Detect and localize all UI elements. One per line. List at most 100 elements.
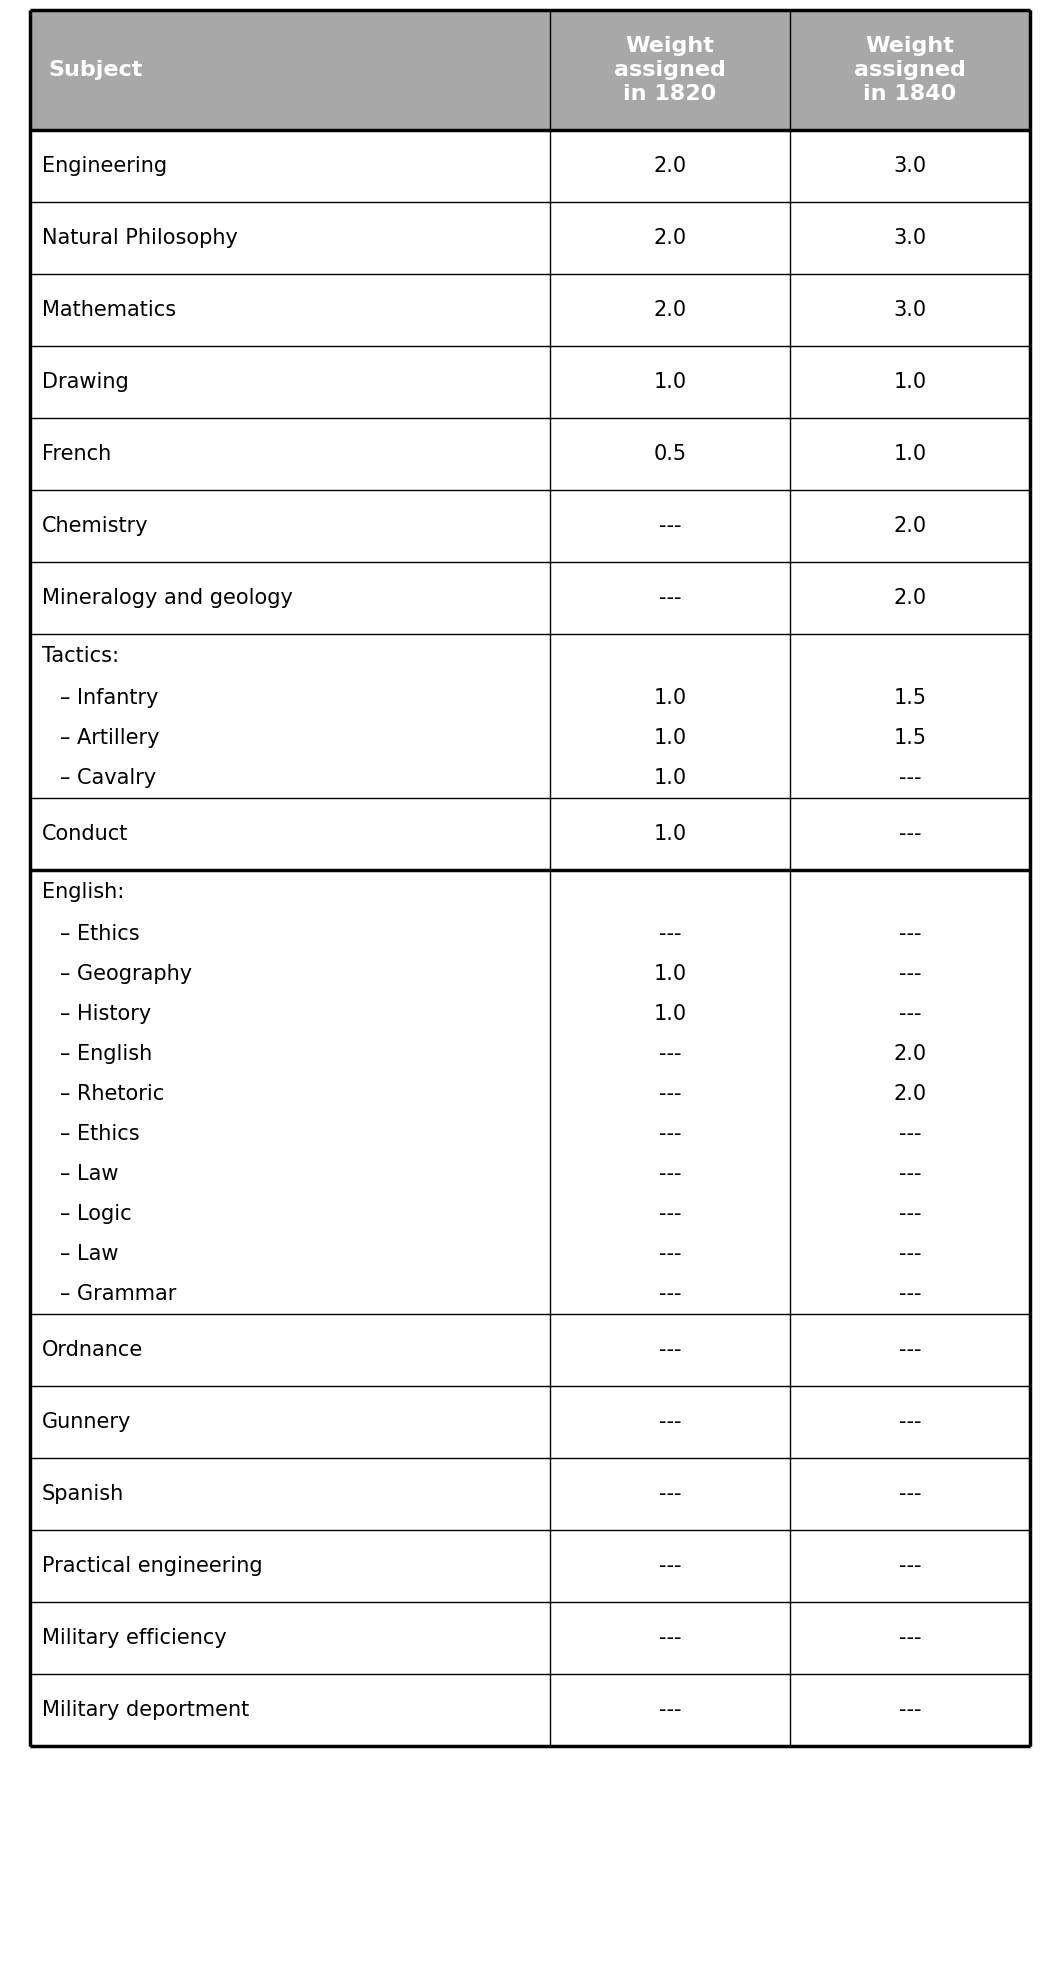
Bar bbox=[550, 635, 790, 798]
Text: ---: --- bbox=[658, 1555, 682, 1577]
Text: 2.0: 2.0 bbox=[894, 587, 926, 607]
Text: 1.0: 1.0 bbox=[653, 769, 687, 788]
Bar bbox=[30, 1673, 1030, 1746]
Text: ---: --- bbox=[899, 1701, 921, 1721]
Text: Ordnance: Ordnance bbox=[42, 1340, 143, 1360]
Text: 2.0: 2.0 bbox=[653, 229, 687, 248]
Text: – History: – History bbox=[60, 1003, 152, 1025]
Text: 3.0: 3.0 bbox=[894, 229, 926, 248]
Bar bbox=[790, 635, 1030, 798]
Text: ---: --- bbox=[658, 1283, 682, 1305]
Text: – Grammar: – Grammar bbox=[60, 1283, 176, 1305]
Text: French: French bbox=[42, 443, 111, 463]
Text: ---: --- bbox=[658, 1411, 682, 1433]
Text: ---: --- bbox=[658, 1701, 682, 1721]
Text: Mathematics: Mathematics bbox=[42, 300, 176, 319]
Text: ---: --- bbox=[658, 1244, 682, 1263]
Text: ---: --- bbox=[658, 1165, 682, 1185]
Text: 2.0: 2.0 bbox=[894, 1045, 926, 1064]
Bar bbox=[30, 347, 1030, 418]
Text: ---: --- bbox=[658, 1084, 682, 1104]
Text: Gunnery: Gunnery bbox=[42, 1411, 131, 1433]
Bar bbox=[30, 418, 1030, 491]
Bar bbox=[30, 1459, 1030, 1529]
Text: 1.0: 1.0 bbox=[894, 443, 926, 463]
Text: ---: --- bbox=[899, 824, 921, 844]
Text: Engineering: Engineering bbox=[42, 156, 167, 175]
Text: ---: --- bbox=[899, 1484, 921, 1504]
Text: ---: --- bbox=[658, 1045, 682, 1064]
Bar bbox=[550, 869, 790, 1315]
Text: ---: --- bbox=[899, 964, 921, 984]
Text: 1.0: 1.0 bbox=[653, 727, 687, 749]
Text: Weight
assigned
in 1840: Weight assigned in 1840 bbox=[854, 35, 966, 104]
Text: ---: --- bbox=[658, 1340, 682, 1360]
Text: ---: --- bbox=[899, 1628, 921, 1648]
Bar bbox=[30, 10, 1030, 130]
Text: ---: --- bbox=[899, 1340, 921, 1360]
Text: ---: --- bbox=[658, 924, 682, 944]
Text: 3.0: 3.0 bbox=[894, 300, 926, 319]
Text: Weight
assigned
in 1820: Weight assigned in 1820 bbox=[614, 35, 726, 104]
Text: 2.0: 2.0 bbox=[653, 300, 687, 319]
Text: 1.5: 1.5 bbox=[894, 727, 926, 749]
Text: ---: --- bbox=[658, 1628, 682, 1648]
Bar bbox=[30, 274, 1030, 347]
Bar bbox=[30, 1529, 1030, 1602]
Bar bbox=[30, 1602, 1030, 1673]
Text: Mineralogy and geology: Mineralogy and geology bbox=[42, 587, 293, 607]
Text: ---: --- bbox=[658, 1484, 682, 1504]
Text: – Logic: – Logic bbox=[60, 1204, 131, 1224]
Text: ---: --- bbox=[658, 1123, 682, 1143]
Text: ---: --- bbox=[658, 1204, 682, 1224]
Text: – Artillery: – Artillery bbox=[60, 727, 159, 749]
Text: 1.0: 1.0 bbox=[653, 688, 687, 708]
Text: – Cavalry: – Cavalry bbox=[60, 769, 156, 788]
Text: 2.0: 2.0 bbox=[894, 1084, 926, 1104]
Bar bbox=[30, 1315, 1030, 1386]
Text: 1.0: 1.0 bbox=[653, 1003, 687, 1025]
Text: 2.0: 2.0 bbox=[894, 516, 926, 536]
Text: ---: --- bbox=[899, 1555, 921, 1577]
Bar bbox=[790, 869, 1030, 1315]
Bar bbox=[30, 1386, 1030, 1459]
Text: Tactics:: Tactics: bbox=[42, 646, 119, 666]
Bar bbox=[30, 798, 1030, 869]
Text: 1.5: 1.5 bbox=[894, 688, 926, 708]
Text: ---: --- bbox=[899, 1411, 921, 1433]
Text: 3.0: 3.0 bbox=[894, 156, 926, 175]
Text: ---: --- bbox=[899, 1003, 921, 1025]
Text: ---: --- bbox=[899, 1204, 921, 1224]
Text: 0.5: 0.5 bbox=[653, 443, 687, 463]
Text: 1.0: 1.0 bbox=[653, 824, 687, 844]
Text: Military deportment: Military deportment bbox=[42, 1701, 249, 1721]
Text: – Ethics: – Ethics bbox=[60, 1123, 140, 1143]
Bar bbox=[30, 869, 550, 1315]
Text: – Infantry: – Infantry bbox=[60, 688, 159, 708]
Text: 1.0: 1.0 bbox=[894, 373, 926, 392]
Text: 2.0: 2.0 bbox=[653, 156, 687, 175]
Text: ---: --- bbox=[899, 924, 921, 944]
Text: – Ethics: – Ethics bbox=[60, 924, 140, 944]
Text: Practical engineering: Practical engineering bbox=[42, 1555, 263, 1577]
Bar bbox=[30, 491, 1030, 562]
Text: ---: --- bbox=[658, 516, 682, 536]
Text: ---: --- bbox=[899, 1165, 921, 1185]
Text: 1.0: 1.0 bbox=[653, 373, 687, 392]
Text: – Law: – Law bbox=[60, 1165, 119, 1185]
Text: Conduct: Conduct bbox=[42, 824, 128, 844]
Text: – Law: – Law bbox=[60, 1244, 119, 1263]
Text: ---: --- bbox=[899, 1283, 921, 1305]
Bar bbox=[30, 201, 1030, 274]
Text: Natural Philosophy: Natural Philosophy bbox=[42, 229, 237, 248]
Text: Subject: Subject bbox=[48, 59, 142, 81]
Bar bbox=[30, 130, 1030, 201]
Text: – English: – English bbox=[60, 1045, 153, 1064]
Text: – Rhetoric: – Rhetoric bbox=[60, 1084, 164, 1104]
Text: ---: --- bbox=[899, 1244, 921, 1263]
Text: 1.0: 1.0 bbox=[653, 964, 687, 984]
Text: ---: --- bbox=[899, 769, 921, 788]
Text: – Geography: – Geography bbox=[60, 964, 192, 984]
Text: Spanish: Spanish bbox=[42, 1484, 124, 1504]
Bar bbox=[30, 562, 1030, 635]
